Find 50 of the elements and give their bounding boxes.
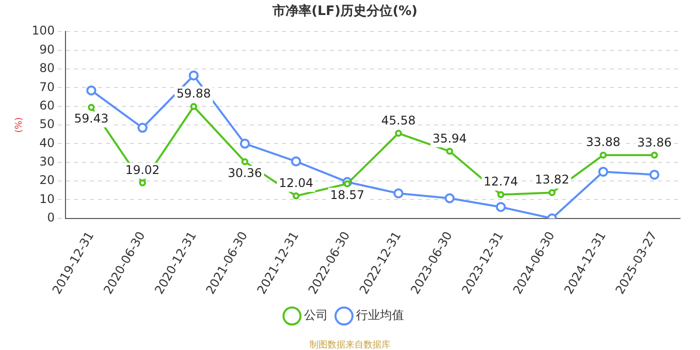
point xyxy=(88,104,95,111)
y-tick-label: 50 xyxy=(39,117,55,132)
data-label: 45.58 xyxy=(381,113,416,128)
point xyxy=(394,130,402,137)
data-label: 33.88 xyxy=(586,135,620,150)
point xyxy=(649,170,660,180)
y-tick-label: 70 xyxy=(39,80,55,94)
chart-title: 市净率(LF)历史分位(%) xyxy=(272,3,418,20)
point xyxy=(137,122,148,133)
point xyxy=(240,138,250,149)
y-tick-label: 20 xyxy=(39,173,55,188)
y-tick-label: 10 xyxy=(39,192,55,206)
point xyxy=(548,189,556,196)
data-label: 18.57 xyxy=(330,188,364,202)
point xyxy=(444,193,455,204)
point xyxy=(496,202,506,212)
point xyxy=(190,103,198,110)
data-label: 30.36 xyxy=(228,166,262,180)
y-tick-label: 90 xyxy=(39,42,55,56)
data-label: 19.02 xyxy=(125,163,160,177)
y-tick-label: 80 xyxy=(39,61,55,76)
data-label: 33.86 xyxy=(637,135,672,150)
text: 制图数据来自数据库 xyxy=(310,339,390,350)
point xyxy=(138,179,146,186)
y-tick-label: 100 xyxy=(32,24,55,38)
y-tick-label: 60 xyxy=(39,98,55,112)
data-label: 12.74 xyxy=(484,174,518,189)
point xyxy=(497,191,504,198)
legend-label: 公司 xyxy=(304,308,328,322)
y-tick-label: 40 xyxy=(39,136,55,150)
point xyxy=(600,152,607,159)
point xyxy=(86,85,96,96)
data-label: 59.43 xyxy=(74,112,108,126)
data-label: 59.88 xyxy=(176,86,211,101)
point xyxy=(446,148,454,155)
point xyxy=(650,152,658,159)
data-label: 12.04 xyxy=(278,176,314,190)
point xyxy=(241,158,248,166)
point xyxy=(393,188,404,198)
data-label: 35.94 xyxy=(432,131,467,146)
y-tick-label: 30 xyxy=(39,154,55,168)
point xyxy=(344,180,351,188)
y-tick-label: 0 xyxy=(47,210,55,225)
y-axis-title: (%) xyxy=(14,117,25,133)
point xyxy=(292,192,300,200)
legend-label: 行业均值 xyxy=(356,308,404,322)
point xyxy=(598,166,608,177)
point xyxy=(291,156,302,166)
data-label: 13.82 xyxy=(534,172,570,187)
point xyxy=(188,70,199,80)
